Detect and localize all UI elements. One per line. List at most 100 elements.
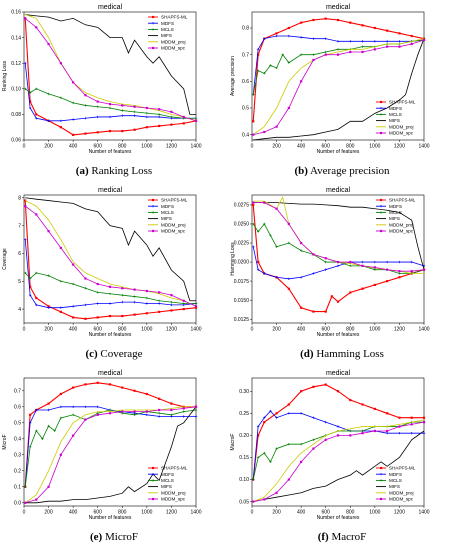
data-point (275, 276, 278, 279)
data-point (170, 110, 173, 113)
series-line (252, 246, 425, 280)
x-tick-label: 1000 (141, 144, 152, 150)
legend-label: MDDM_proj (161, 222, 186, 227)
data-point (287, 26, 290, 30)
x-tick-label: 200 (44, 144, 53, 150)
data-point (29, 285, 32, 288)
data-point (263, 421, 266, 424)
x-tick-label: 1400 (190, 510, 201, 516)
data-point (410, 34, 413, 38)
data-point (324, 257, 327, 260)
series-mifs (25, 14, 196, 115)
data-point (47, 119, 50, 122)
data-point (252, 245, 255, 249)
data-point (422, 37, 426, 40)
x-tick-label: 600 (94, 144, 103, 150)
data-point (47, 306, 50, 309)
chart-panel-coverage: medical 0 200 400 600 800 1000 1200 1400 4 5 6 7 8 Num… (0, 183, 228, 366)
x-tick-label: 200 (44, 327, 53, 333)
data-point (386, 29, 389, 32)
data-point (145, 115, 149, 119)
data-point (398, 270, 401, 273)
y-tick-label: 0.10 (239, 477, 249, 483)
data-point (312, 37, 315, 40)
data-point (324, 260, 327, 264)
y-tick-label: 0.05 (239, 499, 249, 505)
data-point (287, 241, 291, 245)
legend-label: SHAPFS-ML (161, 198, 188, 203)
data-point (287, 478, 290, 481)
data-point (252, 93, 255, 96)
data-point (312, 253, 315, 256)
y-tick-label: 0.25 (239, 411, 249, 417)
data-point (257, 260, 260, 264)
data-point (133, 288, 136, 291)
x-axis-label: Number of features (89, 332, 132, 338)
data-point (29, 100, 32, 103)
data-point (410, 270, 413, 273)
data-point (24, 238, 27, 241)
y-tick-label: 0.6 (14, 405, 21, 411)
data-point (312, 385, 315, 388)
chart-panel-microf: medical 0 200 400 600 800 1000 1200 1400 0.0 0.1 0.… (0, 366, 228, 549)
y-axis-label: Ranking Loss (2, 60, 8, 91)
legend-marker (379, 473, 383, 476)
legend-marker (380, 466, 383, 470)
data-point (422, 431, 426, 435)
chart-title: medical (98, 187, 123, 194)
series-line (25, 14, 197, 122)
legend-label: MDDM_spc (389, 229, 414, 234)
data-point (72, 386, 75, 389)
data-point (257, 434, 260, 437)
data-point (275, 34, 278, 38)
caption-hamming-loss: (d) Hamming Loss (300, 348, 384, 360)
data-point (299, 53, 303, 56)
legend-label: MDFS (389, 472, 402, 477)
data-point (373, 266, 376, 269)
data-point (287, 443, 291, 446)
data-point (96, 131, 99, 134)
data-point (28, 91, 32, 94)
y-tick-label: 0.4 (14, 437, 21, 443)
data-point (133, 389, 136, 392)
data-point (121, 293, 124, 297)
data-point (84, 117, 87, 120)
data-point (182, 415, 185, 418)
x-tick-label: 1000 (369, 510, 380, 516)
data-point (410, 423, 413, 426)
y-tick-label: 0.3 (14, 453, 21, 459)
series-line (252, 38, 425, 135)
data-point (133, 295, 136, 298)
y-tick-label: 6 (18, 251, 21, 257)
y-tick-label: 0.7 (242, 52, 249, 58)
data-point (96, 316, 99, 319)
data-point (72, 434, 75, 437)
data-point (84, 132, 87, 135)
data-point (398, 260, 401, 264)
data-point (108, 106, 112, 110)
data-point (324, 438, 327, 441)
data-point (300, 390, 303, 393)
legend-label: SHAPFS-ML (161, 15, 188, 20)
data-point (252, 222, 255, 226)
x-tick-label: 800 (346, 327, 355, 333)
x-tick-label: 200 (272, 144, 281, 150)
legend-label: MDDM_proj (389, 490, 414, 495)
x-tick-label: 200 (44, 510, 53, 516)
series-line (253, 202, 425, 270)
y-tick-label: 0.0275 (234, 203, 250, 209)
data-point (373, 26, 376, 30)
data-point (336, 264, 340, 268)
data-point (312, 447, 315, 450)
y-tick-label: 0.15 (239, 455, 249, 461)
x-tick-label: 1200 (394, 510, 405, 516)
data-point (71, 405, 75, 408)
data-point (398, 425, 401, 428)
y-tick-label: 0.0250 (234, 222, 250, 228)
data-point (336, 300, 340, 303)
data-point (35, 113, 38, 116)
y-tick-label: 0.0200 (234, 260, 250, 266)
data-point (157, 299, 161, 302)
data-point (263, 451, 266, 455)
